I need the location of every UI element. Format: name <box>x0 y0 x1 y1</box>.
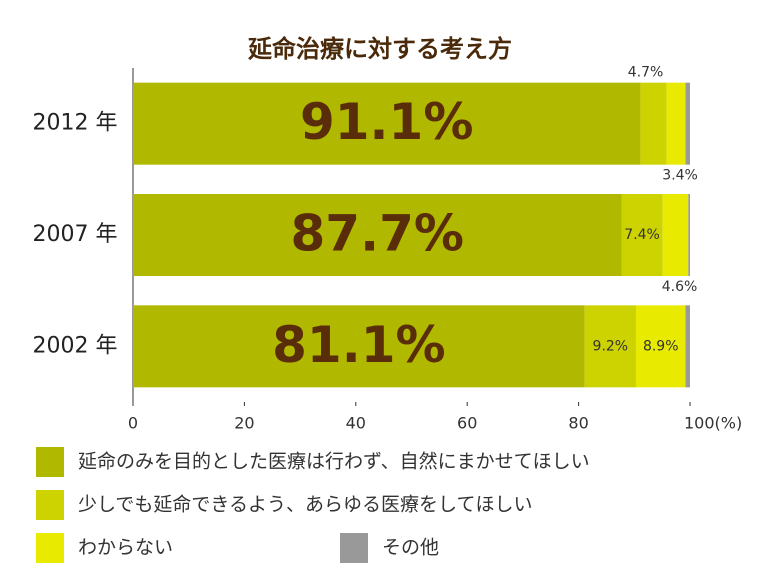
x-tick-label: 80 <box>568 414 588 433</box>
value-label: 7.4% <box>624 227 660 243</box>
legend-label: 少しでも延命できるよう、あらゆる医療をしてほしい <box>78 494 532 516</box>
x-tick-label: 20 <box>234 414 254 433</box>
legend-swatch <box>36 447 64 477</box>
x-tick-label: 100(%) <box>684 414 742 433</box>
value-label: 87.7% <box>291 205 464 263</box>
category-label: 2007 年 <box>33 222 118 247</box>
value-label: 9.2% <box>593 338 629 354</box>
category-label: 2012 年 <box>33 111 118 136</box>
value-label: 81.1% <box>272 316 445 374</box>
legend-label: 延命のみを目的とした医療は行わず、自然にまかせてほしい <box>78 451 590 473</box>
bar-segment <box>133 82 641 165</box>
value-label: 91.1% <box>300 93 473 151</box>
chart-title: 延命治療に対する考え方 <box>247 35 512 63</box>
legend-label: その他 <box>382 537 439 559</box>
legend-swatch <box>36 490 64 520</box>
bar-segment <box>635 305 686 388</box>
bar-segment <box>584 305 636 388</box>
bar-segment <box>133 305 585 388</box>
bar-segment <box>133 194 622 276</box>
bar-segment <box>621 194 663 276</box>
value-label: 4.6% <box>662 279 698 295</box>
legend-swatch <box>340 533 368 563</box>
bar-segment <box>685 305 690 388</box>
value-label: 3.4% <box>662 168 698 184</box>
bar-segment <box>685 82 690 165</box>
category-label: 2002 年 <box>33 333 118 358</box>
x-tick-label: 60 <box>457 414 477 433</box>
x-tick-label: 0 <box>128 414 138 433</box>
bar-segment <box>666 82 686 165</box>
legend-label: わからない <box>78 537 173 559</box>
bar-segment <box>662 194 689 276</box>
value-label: 8.9% <box>643 338 679 354</box>
bar-segment <box>640 82 667 165</box>
x-tick-label: 40 <box>346 414 366 433</box>
bar-segment <box>688 194 690 276</box>
legend-swatch <box>36 533 64 563</box>
value-label: 4.7% <box>628 65 664 81</box>
